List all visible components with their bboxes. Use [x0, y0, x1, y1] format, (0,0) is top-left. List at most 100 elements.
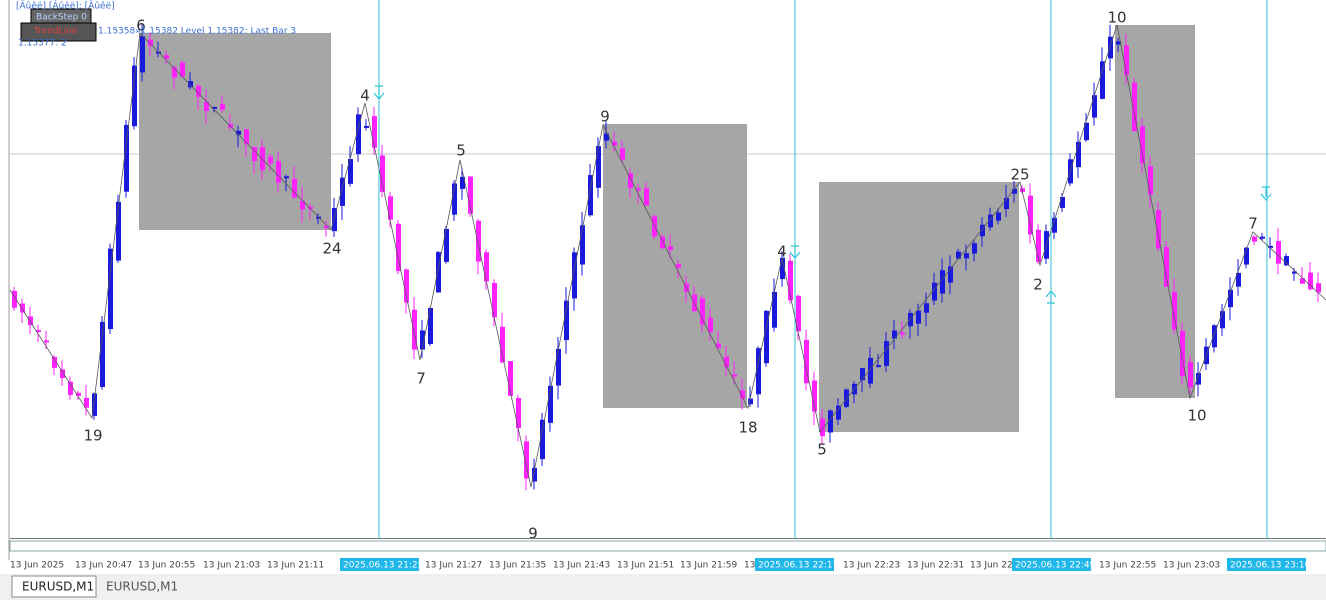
candle-body: [980, 224, 985, 237]
candle-body: [588, 175, 593, 216]
candle-body: [244, 129, 249, 145]
candle-body: [900, 332, 905, 335]
candle-body: [452, 183, 457, 215]
candle-body: [284, 176, 289, 179]
candle-body: [700, 298, 705, 325]
candle-body: [460, 176, 465, 189]
candle-body: [260, 147, 265, 171]
tab-bar: [0, 574, 1326, 600]
candle-body: [508, 361, 513, 396]
candle-body: [1164, 247, 1169, 287]
candle-body: [1004, 198, 1009, 210]
candle-body: [308, 206, 313, 209]
candle-body: [620, 148, 625, 160]
zigzag-label: 5: [817, 441, 827, 459]
candle-body: [892, 330, 897, 339]
candle-body: [196, 85, 201, 97]
candle-body: [300, 200, 305, 210]
tab-label[interactable]: EURUSD,M1: [106, 580, 178, 594]
backstep-box: [30, 8, 92, 24]
candle-body: [292, 179, 297, 198]
time-label: 13 Jun 21:11: [267, 561, 324, 571]
candle-body: [956, 251, 961, 259]
time-highlight-label: 2025.06.13 23:16: [1230, 561, 1311, 571]
candle-body: [84, 397, 89, 408]
candle-body: [68, 381, 73, 395]
zigzag-label: 24: [322, 240, 341, 258]
candle-body: [724, 356, 729, 368]
candle-body: [796, 295, 801, 332]
candle-body: [356, 114, 361, 155]
zigzag-label: 6: [136, 17, 146, 35]
tab-active[interactable]: [11, 575, 97, 598]
candle-body: [836, 405, 841, 420]
candle-body: [380, 155, 385, 192]
candle-body: [996, 212, 1001, 221]
candle-body: [44, 340, 49, 343]
candle-body: [20, 303, 25, 313]
scrollbar[interactable]: [9, 540, 1326, 552]
arrow-down: [1260, 186, 1272, 201]
time-label: 13 Jun 21:51: [617, 561, 674, 571]
candle-body: [1036, 229, 1041, 262]
candle-body: [236, 130, 241, 135]
candle-body: [948, 266, 953, 283]
candle-body: [756, 348, 761, 395]
candle-body: [1100, 61, 1105, 99]
candle-body: [516, 397, 521, 429]
candle-body: [164, 55, 169, 59]
time-label: 13 Jun 21:03: [203, 561, 260, 571]
candle-body: [924, 303, 929, 313]
candle-body: [1028, 195, 1033, 235]
candle-body: [564, 300, 569, 341]
time-highlight-label: 2025.06.13 22:17: [758, 561, 838, 571]
candle-body: [540, 419, 545, 460]
candle-body: [436, 252, 441, 293]
time-highlight: [1227, 558, 1306, 571]
candle-body: [1108, 36, 1113, 59]
zigzag-label: 4: [360, 87, 370, 105]
candle-body: [12, 291, 17, 308]
zigzag-label: 4: [777, 243, 787, 261]
zigzag-label: 5: [456, 142, 466, 160]
candle-body: [780, 257, 785, 280]
zigzag-line: [9, 24, 1326, 488]
candle-body: [76, 392, 81, 396]
candle-body: [1020, 188, 1025, 192]
candle-body: [988, 214, 993, 228]
candle-body: [1252, 236, 1257, 242]
candle-body: [676, 264, 681, 268]
candle-body: [844, 389, 849, 407]
arrow-up: [1045, 290, 1057, 304]
time-highlight: [340, 558, 419, 571]
candle-body: [388, 196, 393, 220]
candle-body: [1180, 330, 1185, 377]
tab-label[interactable]: EURUSD,M1: [22, 580, 94, 594]
candle-body: [180, 62, 185, 77]
candle-body: [1276, 240, 1281, 264]
candle-body: [1148, 166, 1153, 195]
time-label: 13 Jun 22:55: [1099, 561, 1156, 571]
candle-body: [204, 101, 209, 111]
zigzag-label: 7: [416, 370, 426, 388]
candle-body: [268, 156, 273, 164]
zigzag-label: 19: [83, 427, 102, 445]
arrow-down: [789, 245, 801, 259]
candle-body: [1068, 159, 1073, 184]
candle-body: [1220, 311, 1225, 329]
candle-body: [972, 243, 977, 254]
candle-body: [132, 65, 137, 127]
candle-body: [580, 225, 585, 265]
arrows: [373, 85, 1272, 304]
candle-body: [428, 307, 433, 345]
candle-body: [556, 348, 561, 386]
time-label: 13 Jun 20:55: [138, 561, 195, 571]
candle-body: [668, 246, 673, 250]
candle-body: [1308, 272, 1313, 290]
zigzag-label: 7: [1248, 215, 1258, 233]
candle-body: [660, 236, 665, 249]
candle-body: [1084, 122, 1089, 141]
time-label: 13 Jun 21:27: [425, 561, 482, 571]
candle-body: [1156, 210, 1161, 249]
candle-body: [420, 330, 425, 350]
